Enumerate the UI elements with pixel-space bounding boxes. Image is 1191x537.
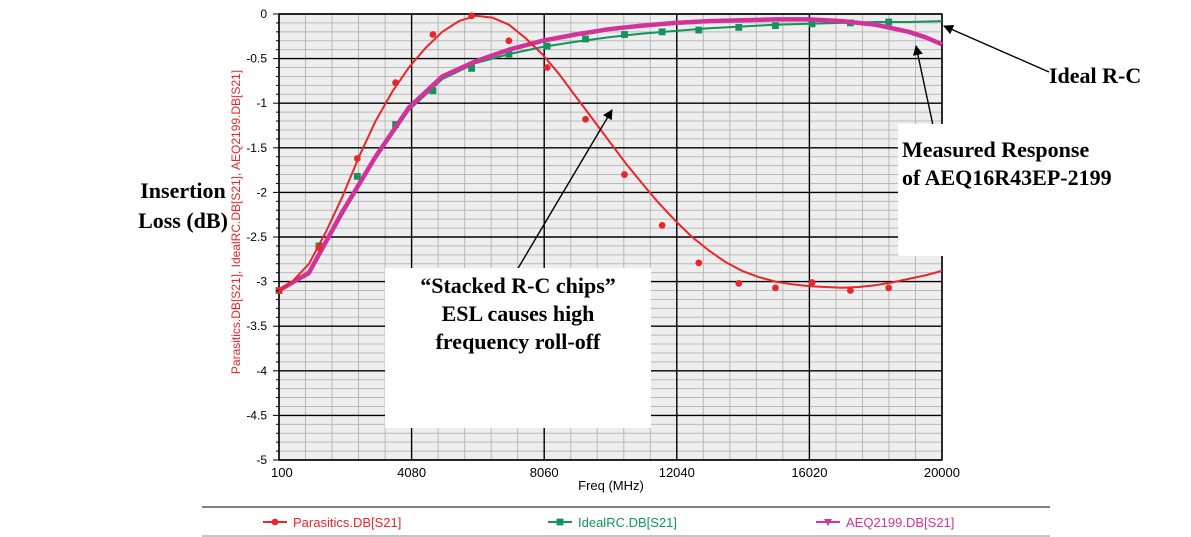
data-point-ideal-rc <box>353 172 361 180</box>
data-point-parasitics <box>543 64 551 71</box>
insertion-loss-label: Insertion Loss (dB) <box>118 176 248 236</box>
data-point-ideal-rc <box>468 65 475 72</box>
y-tick-label: -3.5 <box>246 319 267 333</box>
data-point-parasitics <box>468 12 475 20</box>
arrow-measured <box>912 45 935 131</box>
x-tick-label: 12040 <box>659 465 695 480</box>
y-axis-label: Parasitics.DB[S21], IdealRC.DB[S21], AEQ… <box>229 70 243 374</box>
data-point-parasitics <box>582 115 589 123</box>
y-tick-label: -5 <box>256 453 267 467</box>
series-line-aeq2199 <box>277 17 943 293</box>
data-point-parasitics <box>885 284 893 292</box>
annotation-measured-line2: of AEQ16R43EP-2199 <box>902 165 1112 190</box>
data-point-parasitics <box>772 284 779 292</box>
annotation-stacked-line3: frequency roll-off <box>435 329 601 354</box>
data-point-ideal-rc <box>429 87 437 95</box>
y-tick-label: -1.5 <box>246 141 267 155</box>
y-tick-label: -4 <box>256 364 267 378</box>
data-point-ideal-rc <box>505 50 513 58</box>
data-point-ideal-rc <box>772 22 779 29</box>
data-point-ideal-rc <box>582 35 589 43</box>
annotation-stacked: “Stacked R-C chips” ESL causes high freq… <box>385 268 651 428</box>
data-point-ideal-rc <box>808 20 816 28</box>
arrow-ideal <box>943 25 1050 73</box>
data-point-parasitics <box>658 222 666 229</box>
y-tick-label: 0 <box>260 7 267 21</box>
legend-swatch-marker <box>824 519 832 526</box>
y-tick-label: -1 <box>256 96 267 110</box>
data-point-parasitics <box>621 171 628 178</box>
data-point-ideal-rc <box>735 23 743 31</box>
arrow-stacked <box>516 109 613 271</box>
data-point-parasitics <box>505 37 513 45</box>
legend-entry-label: AEQ2199.DB[S21] <box>846 515 954 530</box>
data-point-parasitics <box>808 279 816 286</box>
legend-swatch-marker <box>556 518 564 526</box>
annotation-ideal-rc-text: Ideal R-C <box>1049 63 1142 88</box>
data-point-parasitics <box>392 79 400 87</box>
data-point-parasitics <box>315 244 323 252</box>
data-point-ideal-rc <box>658 28 666 36</box>
annotation-stacked-line1: “Stacked R-C chips” <box>420 273 616 298</box>
data-point-ideal-rc <box>543 42 551 50</box>
x-tick-label: 16020 <box>791 465 827 480</box>
data-point-parasitics <box>429 31 437 38</box>
data-point-parasitics <box>353 155 361 162</box>
x-tick-label: 8060 <box>530 465 559 480</box>
annotation-stacked-line2: ESL causes high <box>441 301 595 326</box>
x-tick-label: 4080 <box>397 465 426 480</box>
legend-entry-label: IdealRC.DB[S21] <box>578 515 677 530</box>
y-tick-label: -2.5 <box>246 230 267 244</box>
annotation-measured: Measured Response of AEQ16R43EP-2199 <box>898 124 1188 256</box>
x-axis-label: Freq (MHz) <box>578 478 644 493</box>
x-tick-label: 20000 <box>924 465 960 480</box>
annotation-ideal-rc: Ideal R-C <box>1049 62 1141 90</box>
legend-entry-label: Parasitics.DB[S21] <box>293 515 401 530</box>
data-point-parasitics <box>695 259 703 267</box>
y-tick-label: -0.5 <box>246 52 267 66</box>
data-point-ideal-rc <box>621 31 628 38</box>
x-tick-label: 100 <box>271 465 293 480</box>
data-point-parasitics <box>735 279 743 287</box>
data-point-ideal-rc <box>885 18 893 26</box>
y-tick-label: -3 <box>256 275 267 289</box>
data-point-ideal-rc <box>695 26 703 34</box>
annotation-measured-line1: Measured Response <box>902 137 1090 162</box>
data-point-parasitics <box>846 287 854 294</box>
legend-swatch-marker <box>271 518 279 526</box>
series-line-parasitics <box>278 14 943 292</box>
insertion-loss-line2: Loss (dB) <box>138 208 228 233</box>
y-tick-label: -4.5 <box>246 408 267 422</box>
y-tick-label: -2 <box>256 185 267 199</box>
insertion-loss-line1: Insertion <box>140 178 226 203</box>
